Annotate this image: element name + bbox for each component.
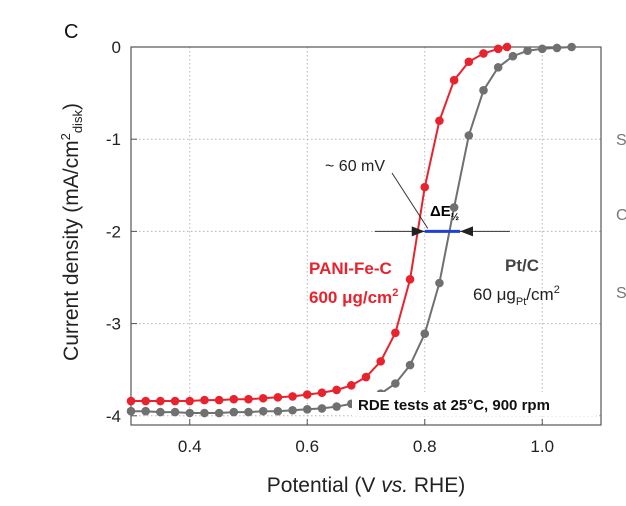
cutoff-char-1: S [616, 132, 626, 149]
data-point [185, 396, 195, 406]
data-point [420, 182, 430, 192]
data-point [214, 395, 224, 405]
data-point [332, 385, 341, 395]
series-label-pani: PANI-Fe-C [309, 259, 392, 278]
y-tick-label: -3 [106, 315, 121, 334]
data-point [156, 407, 165, 417]
data-point [317, 388, 327, 398]
data-point [273, 406, 283, 416]
data-point [493, 62, 503, 72]
arrow-left-icon [411, 226, 425, 237]
data-point [126, 406, 136, 416]
data-point [229, 394, 239, 404]
series-label-ptc: Pt/C [505, 256, 539, 275]
data-point [244, 407, 253, 417]
data-point [508, 51, 518, 61]
data-point [141, 396, 150, 406]
data-point [523, 46, 532, 55]
x-tick-label: 0.8 [413, 437, 437, 456]
data-point [200, 408, 209, 418]
cutoff-char-2: C [616, 207, 626, 224]
data-point [200, 395, 209, 405]
data-point [288, 392, 297, 401]
data-point [170, 396, 180, 406]
data-point [361, 372, 371, 382]
series-layer [126, 42, 576, 418]
data-point [244, 394, 253, 404]
data-point [376, 357, 385, 366]
delta-e-subscript: ½ [451, 212, 459, 223]
delta-e-label: ΔE½ [430, 203, 459, 223]
half-wave-marker [374, 172, 510, 237]
cutoff-char-3: S [616, 285, 626, 302]
x-tick-label: 0.6 [295, 437, 319, 456]
conditions-note: RDE tests at 25°C, 900 rpm [358, 397, 550, 414]
data-point [185, 408, 195, 418]
data-point [391, 379, 400, 388]
delta-e-symbol: ΔE [430, 203, 451, 220]
data-point [405, 275, 415, 284]
arrow-right-icon [460, 226, 473, 237]
data-point [288, 405, 297, 415]
plot-frame [130, 46, 602, 426]
data-point [332, 402, 341, 411]
grid [131, 46, 601, 425]
series-label-pani-loading: 600 μg/cm2 [309, 287, 398, 307]
data-point [449, 75, 459, 85]
data-point [273, 393, 283, 402]
data-point [214, 408, 224, 418]
x-tick-label: 1.0 [530, 437, 554, 456]
data-point [479, 49, 488, 58]
data-point [449, 203, 459, 212]
data-point [567, 42, 576, 52]
data-point [493, 44, 503, 54]
series-label-ptc-loading: 60 μgPt/cm2 [473, 284, 560, 308]
series-pani-fe-c [126, 42, 512, 406]
pani-label-line1: PANI-Fe-C [309, 259, 392, 278]
y-ticks: 0 -1 -2 -3 -4 [106, 38, 137, 426]
data-point [258, 406, 268, 416]
data-point [420, 329, 430, 339]
data-point [156, 396, 165, 406]
data-point [405, 360, 415, 370]
series-line [131, 46, 572, 414]
data-point [435, 278, 444, 288]
y-tick-label: 0 [112, 38, 121, 57]
data-point [391, 328, 400, 338]
x-tick-label: 0.4 [178, 437, 202, 456]
y-tick-label: -4 [106, 407, 121, 426]
data-point [302, 390, 312, 399]
x-axis-label: Potential (V vs. RHE) [267, 474, 465, 497]
data-point [435, 116, 444, 126]
data-point [537, 44, 547, 54]
y-axis-label: Current density (mA/cm2disk) [58, 103, 85, 361]
data-point [317, 404, 327, 413]
y-tick-label: -1 [106, 130, 121, 149]
data-point [229, 407, 239, 417]
data-point [464, 131, 474, 140]
panel-label: c [64, 21, 78, 43]
data-point [552, 43, 562, 53]
data-point [479, 86, 488, 95]
data-point [347, 381, 356, 390]
data-point [141, 406, 150, 416]
data-point [464, 57, 474, 67]
data-point [126, 396, 136, 406]
series-pt-c [126, 42, 576, 418]
data-point [502, 42, 512, 52]
note-background [352, 392, 596, 416]
data-point [170, 407, 180, 417]
y-tick-label: -2 [106, 222, 121, 241]
x-ticks: 0.4 0.6 0.8 1.0 [178, 419, 554, 456]
callout-line [391, 172, 429, 229]
data-point [258, 393, 268, 403]
delta-mv-label: ~ 60 mV [325, 158, 385, 175]
data-point [302, 405, 312, 414]
